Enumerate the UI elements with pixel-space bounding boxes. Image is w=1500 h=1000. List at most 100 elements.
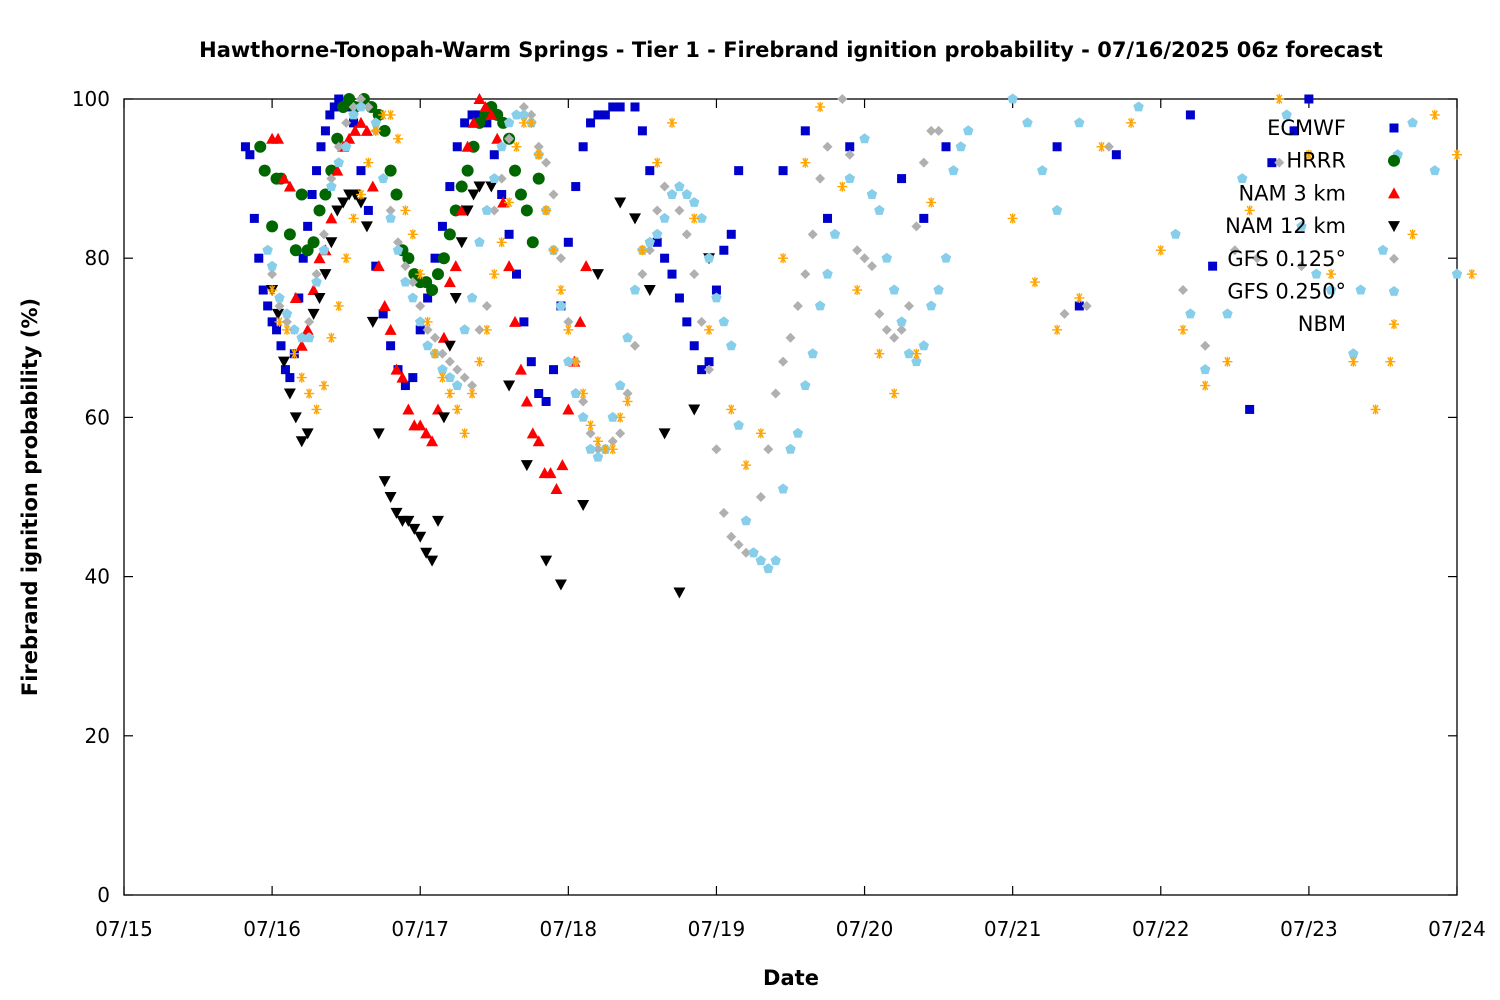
data-point	[955, 141, 967, 152]
data-point	[689, 213, 700, 224]
data-point	[807, 229, 818, 240]
data-point	[570, 356, 581, 367]
data-point	[615, 412, 626, 423]
data-point	[444, 356, 455, 367]
data-point	[1348, 356, 1359, 367]
data-point	[792, 300, 803, 311]
data-point	[1296, 220, 1307, 231]
data-point	[866, 189, 878, 199]
data-point	[289, 292, 302, 303]
data-point	[704, 364, 715, 375]
data-point	[659, 212, 670, 223]
data-point	[303, 332, 315, 343]
data-point	[281, 308, 293, 319]
data-point	[570, 388, 581, 398]
data-point	[431, 515, 444, 527]
data-point	[366, 180, 379, 192]
data-point	[331, 132, 344, 145]
data-point	[289, 324, 300, 335]
data-point	[452, 380, 463, 390]
data-point	[778, 166, 788, 176]
data-point	[734, 166, 744, 176]
data-point	[443, 276, 456, 288]
data-point	[331, 205, 344, 217]
data-point	[370, 117, 381, 128]
data-point	[414, 419, 427, 431]
data-point	[415, 316, 426, 327]
data-point	[349, 124, 362, 136]
data-point	[607, 411, 618, 422]
data-point	[704, 357, 714, 367]
data-point	[459, 372, 470, 383]
data-point	[652, 205, 663, 216]
data-point	[541, 396, 551, 406]
data-point	[481, 324, 492, 335]
data-point	[313, 293, 326, 304]
data-point	[711, 285, 721, 295]
y-axis-label: Firebrand ignition probability (%)	[18, 298, 42, 696]
data-point	[519, 317, 529, 327]
y-tick-label: 60	[85, 405, 110, 429]
data-point	[245, 150, 255, 160]
data-point	[329, 102, 339, 112]
data-point	[874, 348, 885, 359]
data-point	[562, 403, 575, 415]
data-point	[526, 109, 537, 120]
data-point	[815, 101, 826, 112]
data-point	[1429, 109, 1440, 120]
data-point	[307, 308, 320, 320]
data-point	[533, 149, 544, 160]
data-point	[615, 102, 625, 112]
data-point	[755, 555, 767, 566]
data-point	[325, 110, 335, 120]
data-point	[319, 188, 332, 201]
data-point	[455, 180, 468, 193]
data-point	[888, 284, 900, 295]
data-point	[918, 157, 929, 168]
data-point	[607, 444, 618, 455]
data-point	[852, 285, 863, 296]
data-point	[348, 101, 359, 112]
data-point	[333, 157, 344, 168]
data-point	[355, 189, 366, 200]
data-point	[496, 237, 507, 248]
data-point	[1185, 308, 1196, 319]
data-point	[563, 316, 574, 327]
data-point	[741, 460, 752, 471]
data-point	[585, 428, 596, 439]
data-point	[815, 173, 826, 184]
data-point	[1252, 253, 1263, 264]
data-point	[459, 324, 470, 335]
data-point	[267, 269, 278, 280]
x-tick-label: 07/20	[836, 917, 894, 941]
data-point	[748, 547, 759, 558]
data-point	[1245, 404, 1255, 414]
data-point	[511, 109, 522, 120]
data-point	[859, 133, 870, 144]
y-tick-label: 40	[85, 565, 110, 589]
data-point	[349, 189, 362, 201]
data-point	[280, 365, 290, 375]
data-point	[452, 364, 463, 375]
legend-marker	[1388, 187, 1400, 199]
data-point	[283, 388, 296, 400]
data-point	[580, 260, 593, 272]
data-point	[593, 110, 603, 120]
data-point	[718, 316, 730, 327]
data-point	[637, 245, 648, 256]
data-point	[1429, 165, 1440, 176]
data-point	[334, 94, 344, 104]
data-point	[555, 300, 567, 311]
data-point	[585, 443, 596, 454]
data-point	[313, 204, 326, 217]
data-point	[444, 372, 456, 382]
data-point	[1244, 205, 1255, 216]
data-point	[548, 245, 559, 256]
x-tick-label: 07/18	[540, 917, 598, 941]
data-point	[554, 579, 567, 591]
data-point	[431, 268, 444, 281]
data-point	[461, 164, 474, 177]
data-point	[926, 125, 937, 136]
data-point	[674, 293, 684, 303]
data-point	[437, 331, 450, 343]
